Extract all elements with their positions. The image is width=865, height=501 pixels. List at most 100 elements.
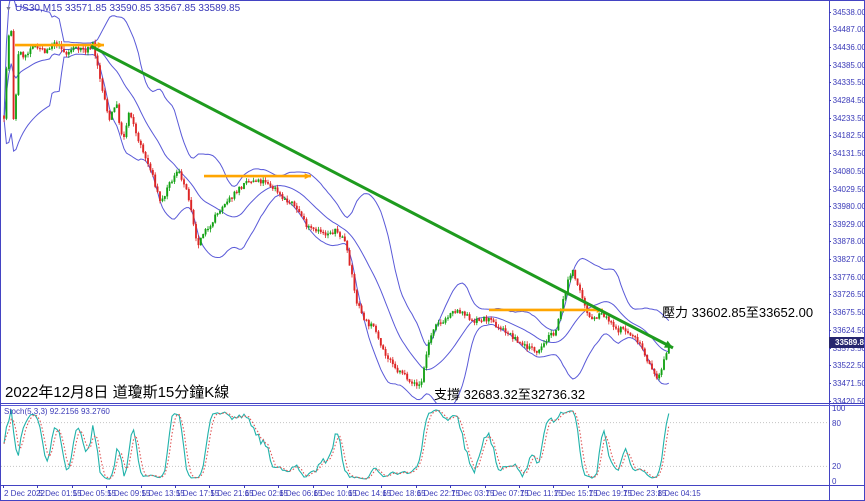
axis-tick — [829, 188, 831, 190]
time-axis-label: 7 Dec 23:15 — [623, 489, 667, 498]
bollinger-bands[interactable] — [3, 1, 670, 403]
resistance-annotation[interactable]: 壓力 33602.85至33652.00 — [662, 305, 814, 320]
time-axis-label: 7 Dec 11:15 — [520, 489, 563, 498]
axis-tick — [829, 205, 831, 207]
axis-tick — [829, 365, 831, 367]
time-axis-tick — [622, 485, 624, 488]
time-axis-tick — [3, 485, 4, 488]
horizontal-arrow-2[interactable] — [204, 173, 311, 180]
time-axis-tick — [484, 485, 486, 488]
time-axis-tick — [71, 485, 73, 488]
time-axis-label: 5 Dec 13:15 — [141, 489, 185, 498]
price-axis-label: 34385.00 — [829, 61, 864, 70]
axis-tick — [829, 47, 831, 49]
stoch-main-line — [3, 409, 670, 480]
main-chart-plot[interactable] — [1, 1, 829, 403]
time-axis-label: 5 Dec 21:15 — [210, 489, 254, 498]
candles-layer — [3, 29, 670, 389]
time-axis-label: 5 Dec 05:15 — [72, 489, 116, 498]
axis-tick — [829, 135, 831, 137]
descending-trendline[interactable] — [90, 44, 674, 350]
price-axis-label: 34182.50 — [829, 131, 864, 140]
axis-tick — [829, 241, 831, 243]
price-axis-label: 33471.50 — [829, 379, 864, 388]
stoch-signal-line — [3, 409, 670, 480]
time-axis-tick — [381, 485, 383, 488]
axis-tick — [829, 294, 831, 296]
time-axis-tick — [278, 485, 280, 488]
price-axis-label: 34487.00 — [829, 25, 864, 34]
time-axis-label: 5 Dec 17:15 — [176, 489, 220, 498]
price-axis-label: 34284.50 — [829, 96, 864, 105]
price-axis-label: 33675.50 — [829, 308, 864, 317]
time-axis-label: 6 Dec 06:15 — [279, 489, 323, 498]
date-caption[interactable]: 2022年12月8日 道瓊斯15分鐘K線 — [5, 384, 230, 401]
bollinger-lower — [3, 53, 669, 403]
time-axis-tick — [553, 485, 555, 488]
stoch-axis-label: 100 — [832, 404, 846, 413]
price-axis-label: 33522.50 — [829, 361, 864, 370]
axis-tick — [829, 29, 831, 31]
axis-tick — [829, 170, 831, 172]
horizontal-arrow-3[interactable] — [489, 306, 603, 313]
time-axis-label: 6 Dec 18:15 — [382, 489, 426, 498]
price-axis-label: 33776.00 — [829, 273, 864, 282]
time-axis-label: 7 Dec 07:15 — [485, 489, 529, 498]
time-axis-label: 5 Dec 09:15 — [107, 489, 151, 498]
price-axis-label: 33573.50 — [829, 344, 864, 353]
time-axis-border — [1, 485, 864, 486]
support-annotation[interactable]: 支撐 32683.32至32736.32 — [434, 387, 586, 402]
time-axis-tick — [347, 485, 348, 488]
stochastic-plot[interactable] — [1, 405, 829, 485]
time-axis-label: 6 Dec 10:15 — [313, 489, 357, 498]
chart-title: ▼ US30,M15 33571.85 33590.85 33567.85 335… — [5, 3, 240, 14]
time-axis-label: 7 Dec 15:15 — [554, 489, 598, 498]
price-axis-label: 34029.50 — [829, 185, 864, 194]
symbol-dropdown-icon[interactable]: ▼ — [5, 6, 12, 13]
price-axis-label: 33624.50 — [829, 326, 864, 335]
price-axis-label: 33980.00 — [829, 202, 864, 211]
price-axis-label: 34131.50 — [829, 149, 864, 158]
axis-tick — [829, 11, 831, 13]
price-axis-label: 34538.00 — [829, 8, 864, 17]
axis-tick — [829, 99, 831, 101]
time-axis-tick — [140, 485, 142, 488]
price-axis-label: 33726.50 — [829, 290, 864, 299]
time-axis-tick — [587, 485, 589, 488]
axis-tick — [829, 153, 831, 155]
time-axis-label: 6 Dec 02:15 — [244, 489, 288, 498]
time-axis-label: 6 Dec 14:15 — [348, 489, 392, 498]
time-axis-tick — [175, 485, 176, 488]
axis-tick — [829, 277, 831, 278]
time-axis-tick — [106, 485, 108, 488]
axis-tick — [829, 400, 831, 402]
stoch-axis-label: 0 — [832, 477, 837, 486]
axis-tick — [829, 259, 831, 261]
price-axis-label: 33827.00 — [829, 255, 864, 264]
stoch-axis-label: 20 — [832, 462, 841, 472]
axis-tick — [829, 312, 831, 314]
axis-tick — [829, 347, 831, 349]
axis-tick — [829, 383, 831, 385]
price-axis-label: 33878.00 — [829, 237, 864, 246]
current-price-tag: 33589.85 — [829, 336, 864, 348]
time-axis-label: 8 Dec 04:15 — [657, 489, 701, 498]
time-axis-tick — [243, 485, 245, 488]
axis-tick — [829, 223, 831, 225]
price-axis-label: 34335.50 — [829, 78, 864, 87]
axis-tick — [829, 82, 831, 84]
stoch-axis-label: 80 — [832, 418, 841, 428]
price-axis-border — [829, 1, 830, 500]
axis-tick — [829, 64, 831, 66]
time-axis-tick — [450, 485, 452, 488]
time-axis-label: 7 Dec 03:15 — [451, 489, 495, 498]
time-axis-tick — [656, 485, 658, 488]
panel-splitter[interactable] — [1, 403, 864, 404]
ohlc-readout: US30,M15 33571.85 33590.85 33567.85 3358… — [14, 3, 241, 14]
price-axis-label: 33420.50 — [829, 397, 864, 406]
time-axis-tick — [209, 485, 211, 488]
time-axis-label: 7 Dec 19:15 — [588, 489, 632, 498]
horizontal-arrow-1[interactable] — [15, 42, 104, 49]
bollinger-middle — [3, 47, 669, 371]
